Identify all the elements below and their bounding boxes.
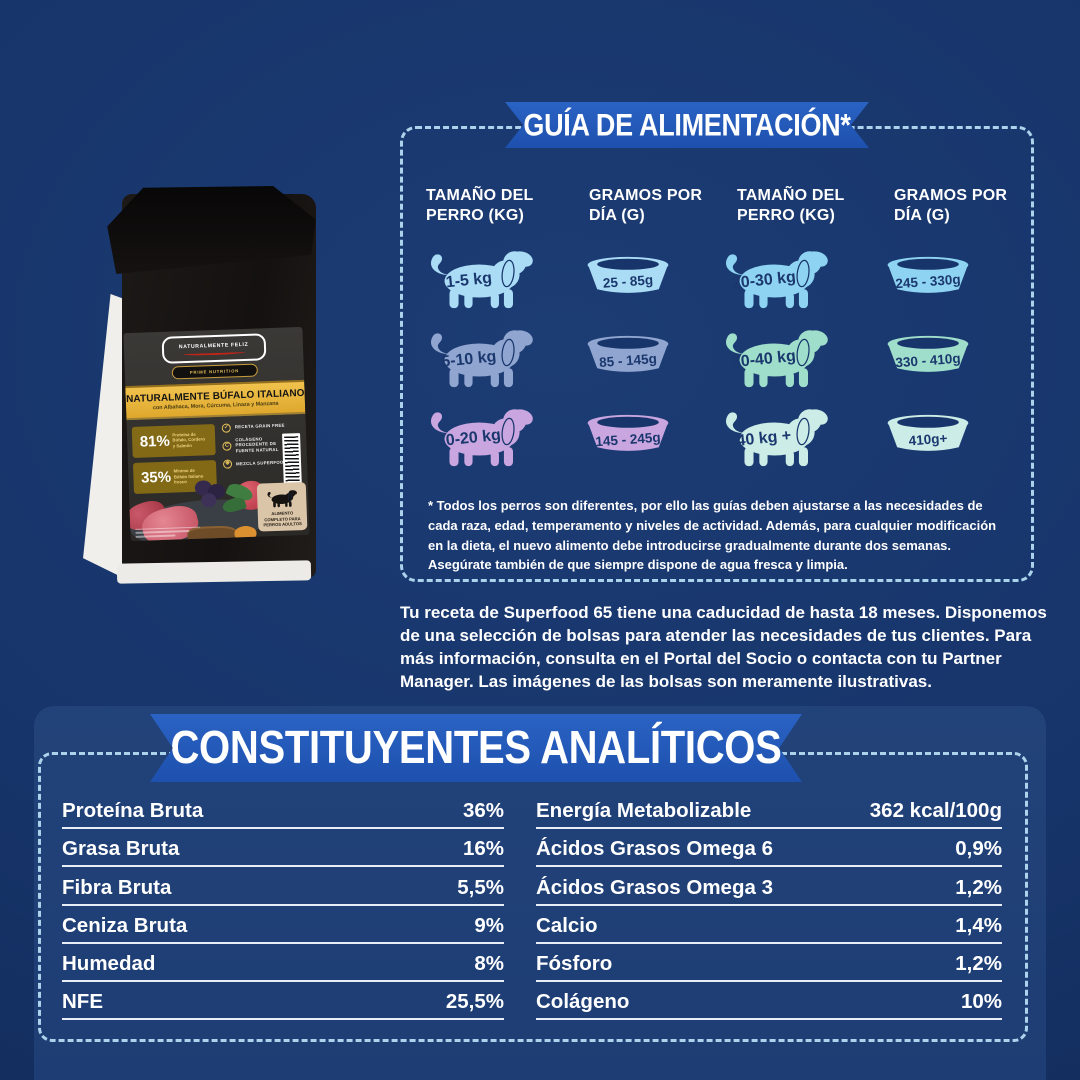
row-label: Ceniza Bruta	[62, 913, 188, 937]
row-label: Grasa Bruta	[62, 837, 180, 861]
brand-subline-text: PRIME NUTRITION	[189, 368, 240, 375]
row-label: Colágeno	[536, 990, 630, 1014]
guide-cell: 245 - 330g	[855, 236, 1000, 315]
row-label: Humedad	[62, 951, 156, 975]
guide-cell: 20-30 kg	[695, 236, 855, 315]
brand-subline: PRIME NUTRITION	[171, 363, 258, 380]
stat-protein-label: Proteína de Búfalo, Cordero y Salmón	[172, 431, 205, 449]
row-value: 16%	[462, 837, 504, 861]
row-label: NFE	[62, 990, 103, 1014]
barcode-bars	[284, 436, 300, 483]
blackberry-graphic	[200, 492, 217, 508]
claims-list: ✓ RECETA GRAIN FREE C COLÁGENO PROCEDENT…	[221, 421, 288, 469]
table-row: NFE 25,5%	[62, 982, 504, 1021]
product-bag: NATURALMENTE FELIZ PRIME NUTRITION NATUR…	[82, 186, 318, 586]
row-label: Ácidos Grasos Omega 6	[536, 837, 773, 861]
row-value: 0,9%	[955, 837, 1002, 861]
guide-cell: 5-10 kg	[400, 315, 560, 394]
row-value: 25,5%	[445, 990, 504, 1014]
row-label: Ácidos Grasos Omega 3	[536, 875, 773, 899]
feeding-guide-ribbon: GUÍA DE ALIMENTACIÓN*	[505, 102, 869, 148]
feeding-guide-grid: 1-5 kg 25 - 85g 20-30 kg 245 - 330g 5-10…	[400, 236, 1000, 473]
table-row: Fósforo 1,2%	[536, 944, 1002, 982]
guide-cell: 25 - 85g	[560, 236, 695, 315]
guide-cell: 10-20 kg	[400, 394, 560, 473]
table-row: Calcio 1,4%	[536, 906, 1002, 944]
claim-text: RECETA GRAIN FREE	[234, 422, 285, 430]
claim-text: MEZCLA SUPERFOOD	[235, 459, 287, 466]
brand-logo: NATURALMENTE FELIZ	[161, 333, 266, 365]
row-value: 362 kcal/100g	[869, 799, 1002, 823]
table-row: Fibra Bruta 5,5%	[62, 867, 504, 906]
claim-item: C COLÁGENO PROCEDENTE DE FUENTE NATURAL	[222, 435, 287, 455]
guide-cell: 145 - 245g	[560, 394, 695, 473]
shelf-life-note: Tu receta de Superfood 65 tiene una cadu…	[400, 603, 1047, 692]
guide-cell: 330 - 410g	[855, 315, 1000, 394]
column-header-grams-2: GRAMOS POR DÍA (G)	[894, 187, 1008, 224]
dog-silhouette-icon	[266, 490, 298, 508]
species-info-box: ALIMENTO COMPLETO PARA PERROS ADULTOS	[256, 481, 307, 532]
table-row: Energía Metabolizable 362 kcal/100g	[536, 791, 1002, 830]
brand-swoosh-icon	[182, 349, 245, 356]
row-value: 5,5%	[457, 875, 504, 899]
analytics-column-left: Proteína Bruta 36% Grasa Bruta 16% Fibra B…	[62, 791, 504, 1021]
table-row: Ácidos Grasos Omega 6 0,9%	[536, 829, 1002, 868]
analytics-ribbon: CONSTITUYENTES ANALÍTICOS	[150, 714, 802, 782]
row-value: 8%	[474, 951, 504, 975]
species-info-text: ALIMENTO COMPLETO PARA PERROS ADULTOS	[263, 510, 302, 528]
table-row: Humedad 8%	[62, 944, 504, 982]
superfood-icon: ❋	[222, 459, 233, 469]
table-row: Ceniza Bruta 9%	[62, 906, 504, 944]
stat-protein: 81% Proteína de Búfalo, Cordero y Salmón	[131, 423, 216, 458]
guide-cell: 85 - 145g	[560, 315, 695, 394]
row-label: Energía Metabolizable	[536, 799, 752, 823]
stat-protein-value: 81%	[139, 432, 170, 451]
bag-label: NATURALMENTE FELIZ PRIME NUTRITION NATUR…	[123, 326, 310, 542]
table-row: Ácidos Grasos Omega 3 1,2%	[536, 867, 1002, 906]
guide-cell: 1-5 kg	[400, 236, 560, 315]
row-label: Proteína Bruta	[62, 799, 204, 823]
feeding-guide-footnote: * Todos los perros son diferentes, por e…	[428, 498, 997, 573]
brand-name: NATURALMENTE FELIZ	[178, 341, 249, 351]
row-value: 1,2%	[955, 951, 1002, 975]
bag-bottom-base	[117, 560, 312, 584]
row-label: Calcio	[536, 913, 598, 937]
row-label: Fósforo	[536, 951, 613, 975]
guide-cell: 410g+	[855, 394, 1000, 473]
column-header-dog-size-1: TAMAÑO DEL PERRO (KG)	[426, 187, 534, 224]
table-row: Grasa Bruta 16%	[62, 829, 504, 868]
row-value: 9%	[474, 913, 504, 937]
column-header-dog-size-2: TAMAÑO DEL PERRO (KG)	[737, 187, 845, 224]
collagen-icon: C	[222, 441, 232, 451]
row-value: 10%	[960, 990, 1002, 1014]
column-header-grams-1: GRAMOS POR DÍA (G)	[589, 187, 703, 224]
analytics-title: CONSTITUYENTES ANALÍTICOS	[170, 722, 782, 773]
table-row: Colágeno 10%	[536, 982, 1002, 1021]
claim-text: COLÁGENO PROCEDENTE DE FUENTE NATURAL	[234, 436, 279, 454]
row-value: 1,4%	[955, 913, 1002, 937]
check-icon: ✓	[221, 423, 231, 433]
guide-cell: 30-40 kg	[695, 315, 855, 394]
product-title-band: NATURALMENTE BÚFALO ITALIANO con Albahac…	[125, 379, 306, 421]
feeding-guide-title: GUÍA DE ALIMENTACIÓN*	[523, 107, 851, 142]
claim-item: ❋ MEZCLA SUPERFOOD	[222, 458, 288, 469]
row-value: 1,2%	[955, 875, 1002, 899]
row-value: 36%	[462, 799, 504, 823]
guide-cell: 40 kg +	[695, 394, 855, 473]
claim-item: ✓ RECETA GRAIN FREE	[221, 421, 287, 433]
row-label: Fibra Bruta	[62, 875, 172, 899]
table-row: Proteína Bruta 36%	[62, 791, 504, 830]
analytics-column-right: Energía Metabolizable 362 kcal/100g Ácido…	[536, 791, 1002, 1021]
